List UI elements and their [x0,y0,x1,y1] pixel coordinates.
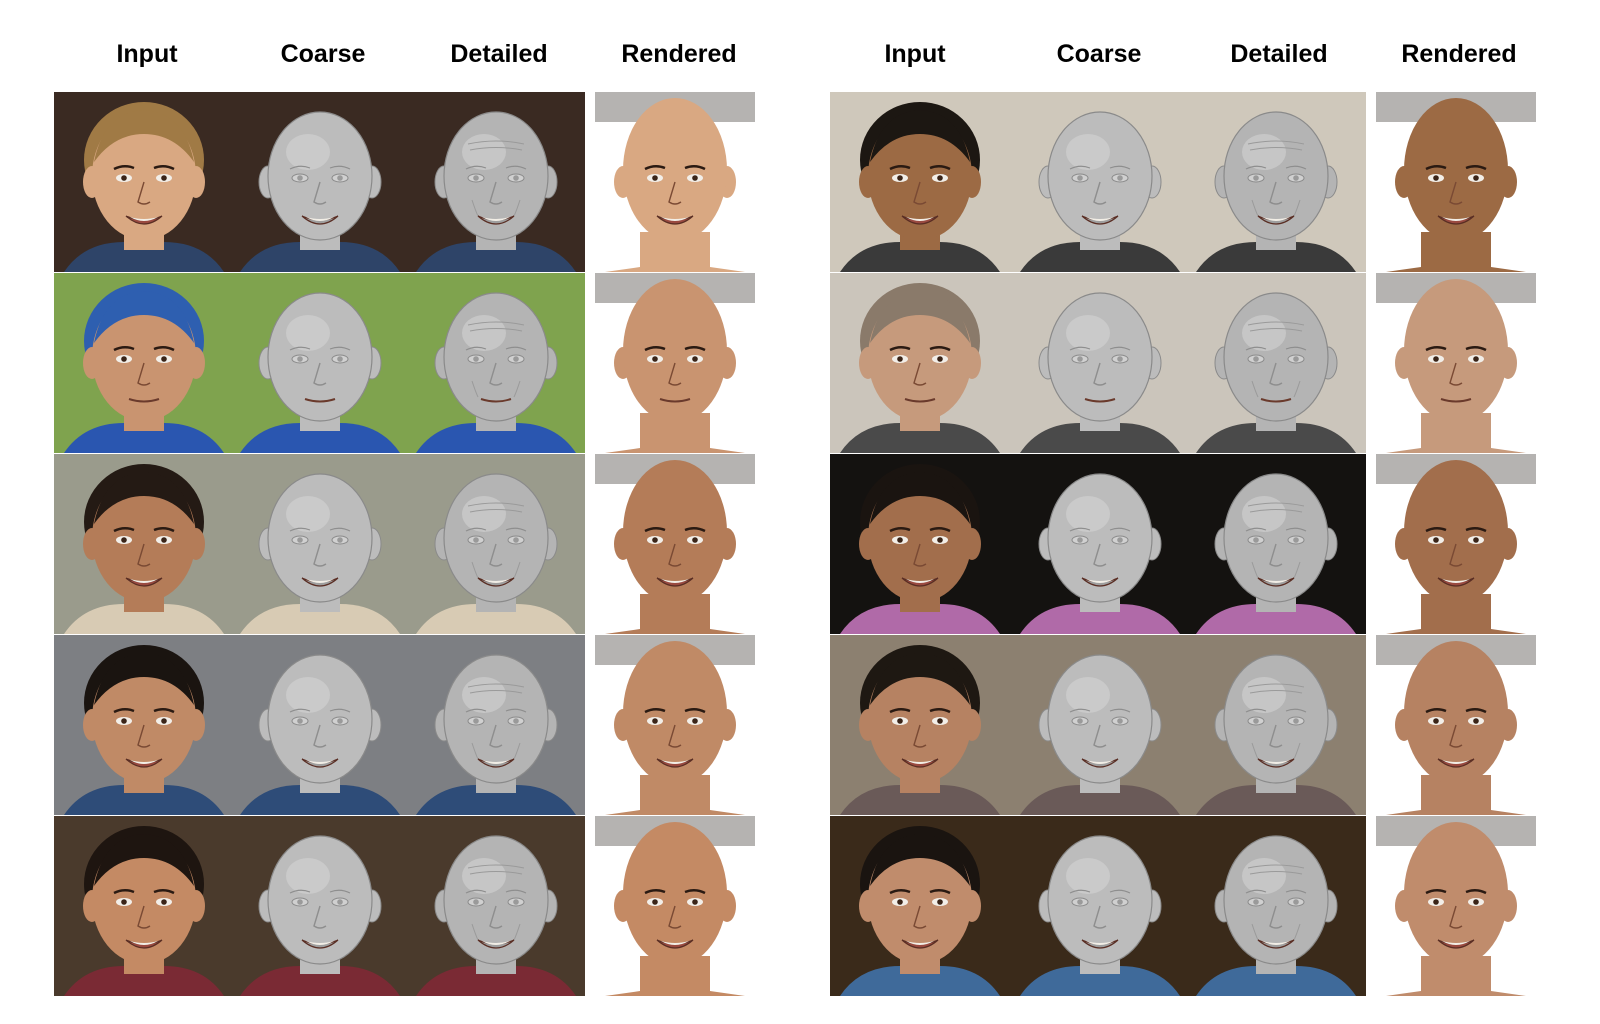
left-row5-detailed-image [406,816,586,996]
right-row1-input-image [830,92,1010,272]
right-row2-rendered-image [1366,273,1546,453]
right-row5-input-image [830,816,1010,996]
left-row5-input-image [54,816,234,996]
left-row3-rendered-image [585,454,765,634]
right-row3-detailed-image [1186,454,1366,634]
right-row1-detailed-image [1186,92,1366,272]
right-row2-detailed-image [1186,273,1366,453]
right-row5-detailed-image [1186,816,1366,996]
left-row1-input-image [54,92,234,272]
right-row4-coarse-image [1010,635,1190,815]
left-row3-detailed-image [406,454,586,634]
right-row3-rendered-image [1366,454,1546,634]
left-row2-detailed-image [406,273,586,453]
right-row2-input-image [830,273,1010,453]
header-coarse-left: Coarse [280,40,366,68]
right-row1-rendered-image [1366,92,1546,272]
right-row3-input-image [830,454,1010,634]
left-row5-coarse-image [230,816,410,996]
header-input-right: Input [884,40,946,68]
left-row5-rendered-image [585,816,765,996]
header-rendered-right: Rendered [1401,40,1517,68]
left-row1-rendered-image [585,92,765,272]
right-row1-coarse-image [1010,92,1190,272]
left-row4-detailed-image [406,635,586,815]
left-row1-coarse-image [230,92,410,272]
header-rendered-left: Rendered [621,40,737,68]
left-row2-input-image [54,273,234,453]
left-row4-coarse-image [230,635,410,815]
header-input-left: Input [116,40,178,68]
right-row5-coarse-image [1010,816,1190,996]
left-row3-coarse-image [230,454,410,634]
right-row3-coarse-image [1010,454,1190,634]
left-row4-input-image [54,635,234,815]
header-detailed-left: Detailed [450,40,548,68]
right-row4-rendered-image [1366,635,1546,815]
left-row1-detailed-image [406,92,586,272]
left-row2-coarse-image [230,273,410,453]
right-row4-detailed-image [1186,635,1366,815]
header-detailed-right: Detailed [1230,40,1328,68]
left-row4-rendered-image [585,635,765,815]
left-row2-rendered-image [585,273,765,453]
left-row3-input-image [54,454,234,634]
header-coarse-right: Coarse [1056,40,1142,68]
right-row4-input-image [830,635,1010,815]
right-row2-coarse-image [1010,273,1190,453]
right-row5-rendered-image [1366,816,1546,996]
